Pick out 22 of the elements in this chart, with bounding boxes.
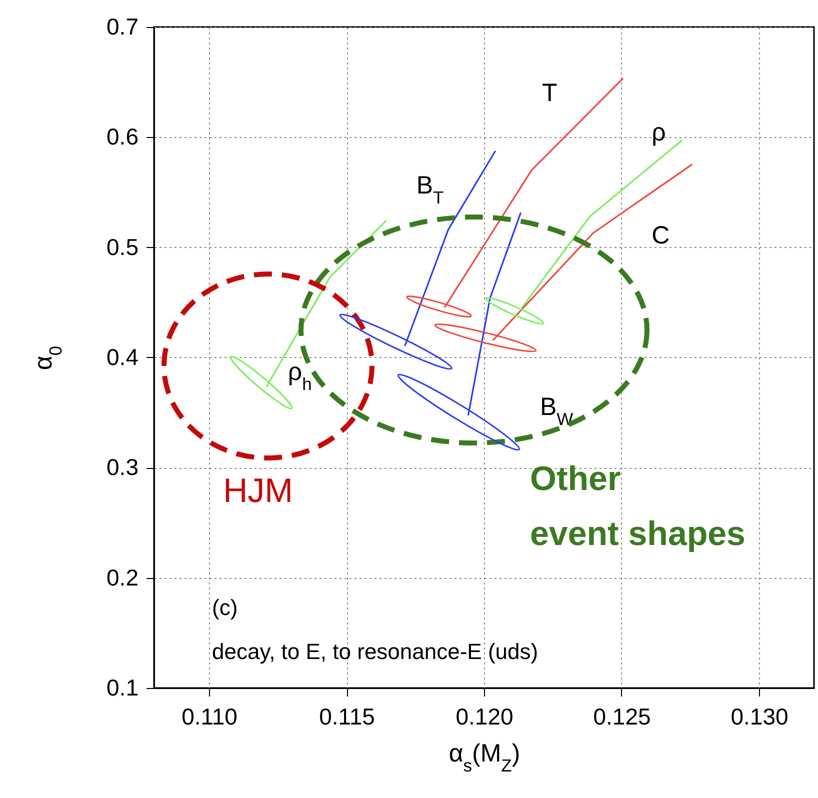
x-axis-title: α$_{s}$(M$_{Z}$) bbox=[448, 740, 520, 776]
y-tick-label: 0.5 bbox=[106, 234, 138, 260]
y-tick-label: 0.6 bbox=[106, 124, 138, 150]
x-tick-label: 0.115 bbox=[319, 704, 375, 730]
legend-label: ρ$_{h}$ bbox=[288, 358, 312, 394]
x-tick-label: 0.130 bbox=[730, 704, 788, 730]
y-tick-label: 0.2 bbox=[106, 564, 138, 590]
annotation: Other event shapes bbox=[530, 460, 746, 553]
x-tick-label: 0.120 bbox=[456, 704, 514, 730]
series-label: B$_{T}$ bbox=[416, 171, 444, 208]
x-tick-label: 0.125 bbox=[593, 704, 651, 730]
y-tick-label: 0.3 bbox=[106, 454, 138, 480]
annotation: HJM bbox=[223, 472, 293, 510]
y-tick-label: 0.1 bbox=[106, 674, 138, 700]
series-label: ρ bbox=[652, 118, 666, 146]
y-tick-label: 0.4 bbox=[106, 344, 139, 370]
series-label: C bbox=[652, 222, 670, 250]
y-tick-label: 0.7 bbox=[106, 14, 138, 40]
x-tick-label: 0.110 bbox=[182, 704, 238, 730]
series-label: T bbox=[542, 78, 558, 107]
annotation: (c) bbox=[212, 595, 238, 620]
annotation: decay, to E, to resonance-E (uds) bbox=[212, 639, 538, 664]
